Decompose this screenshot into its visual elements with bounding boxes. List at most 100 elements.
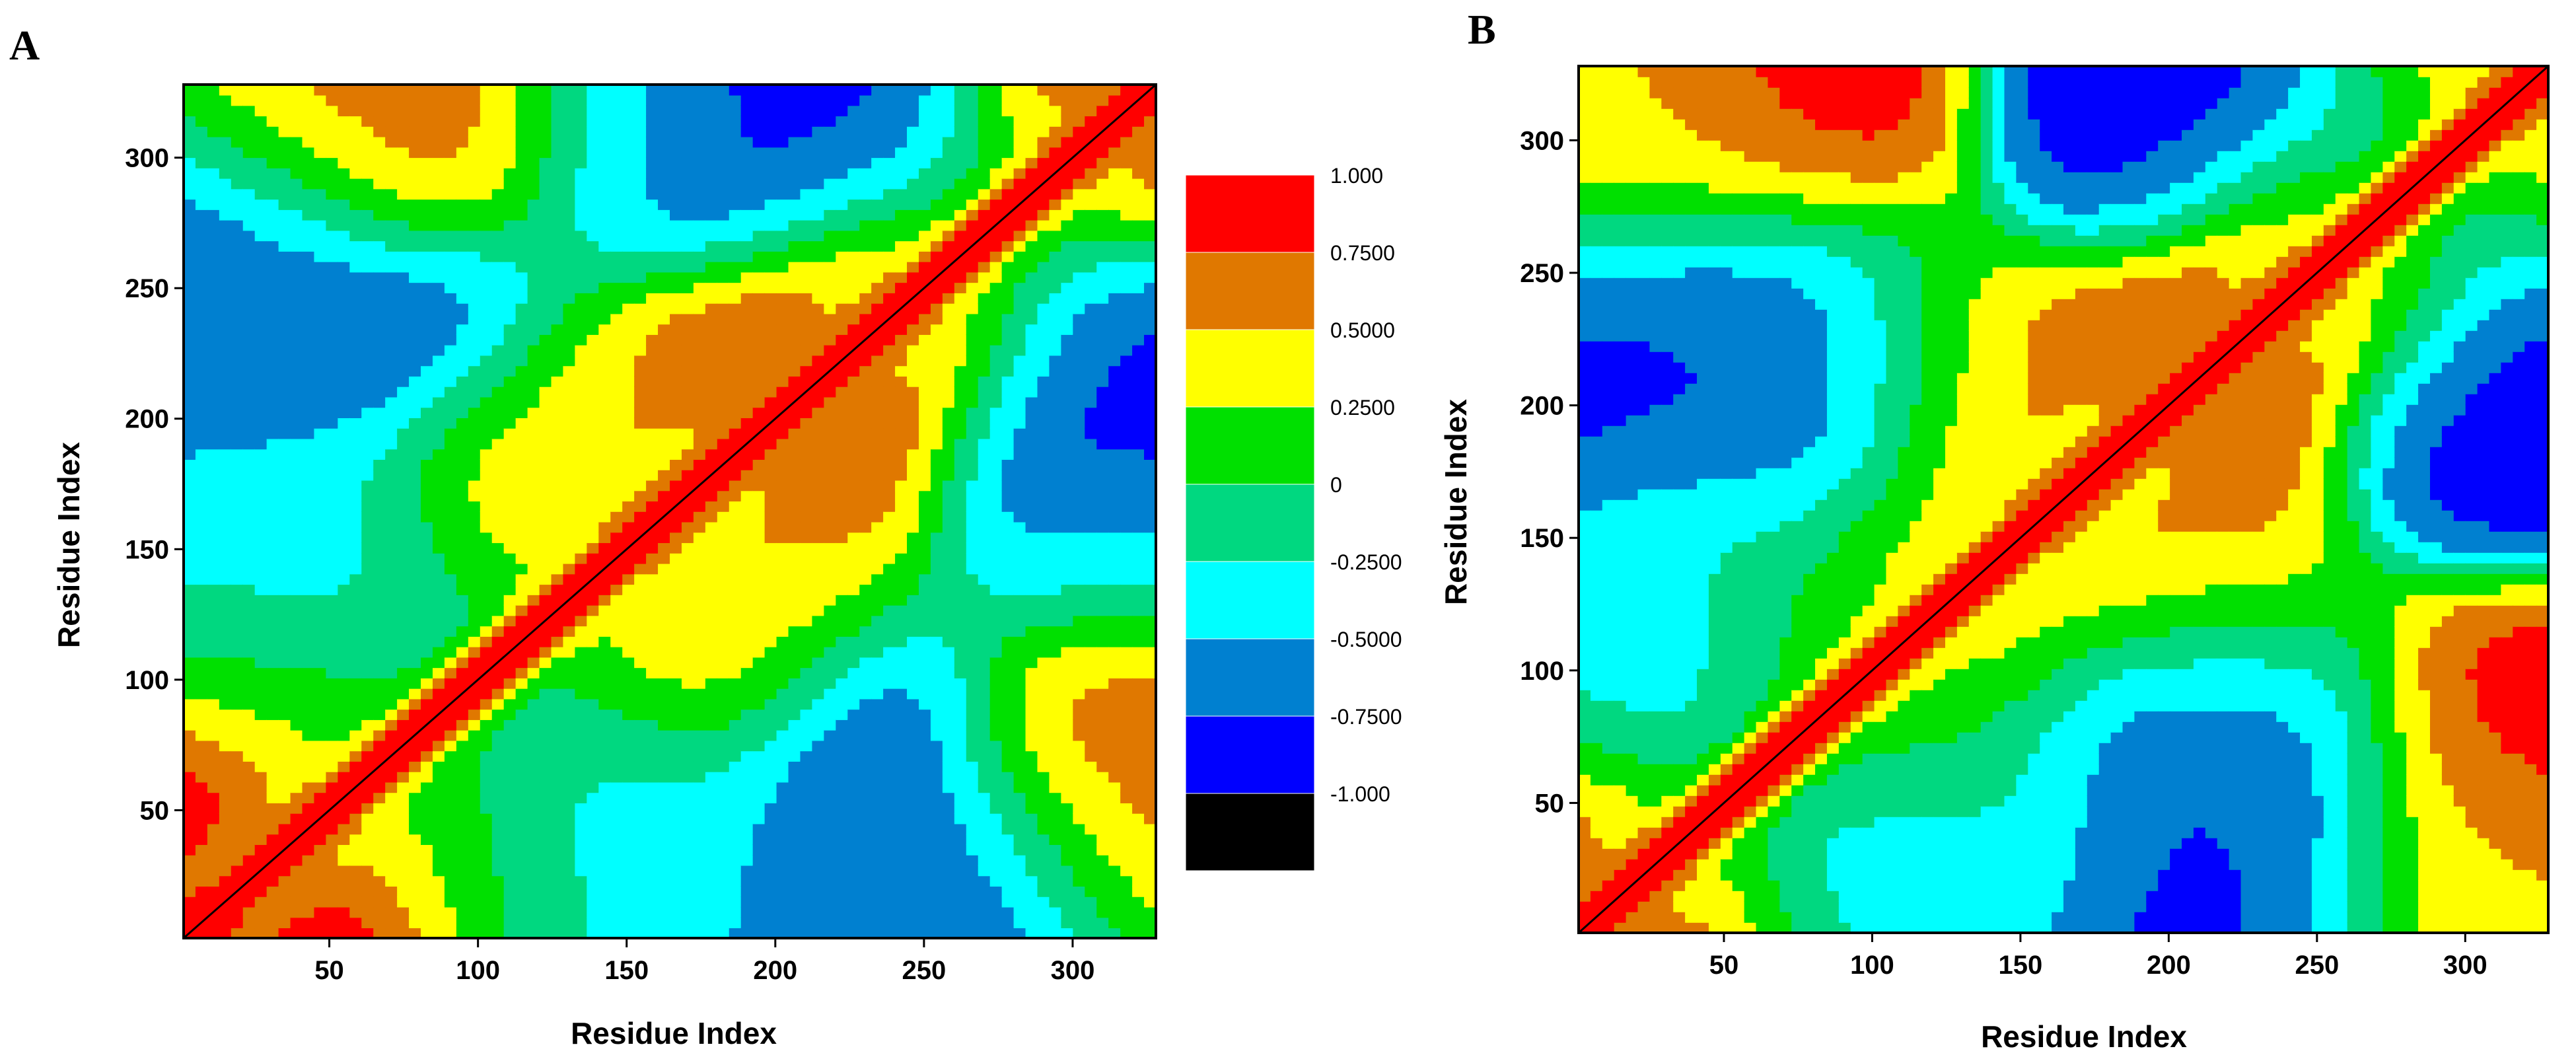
heatmap-cell <box>895 584 908 595</box>
heatmap-cell <box>670 126 682 137</box>
heatmap-cell <box>824 854 837 866</box>
heatmap-cell <box>421 803 433 814</box>
heatmap-cell <box>634 178 647 190</box>
heatmap-cell <box>895 376 908 387</box>
heatmap-cell <box>219 344 232 356</box>
heatmap-cell <box>338 178 351 190</box>
heatmap-cell <box>752 761 766 772</box>
heatmap-cell <box>491 813 505 824</box>
heatmap-cell <box>219 157 232 168</box>
heatmap-cell <box>895 761 908 772</box>
heatmap-cell <box>729 85 742 96</box>
heatmap-cell <box>587 449 600 460</box>
heatmap-cell <box>859 844 872 856</box>
heatmap-cell <box>776 438 789 450</box>
heatmap-cell <box>266 355 279 367</box>
heatmap-cell <box>421 761 433 772</box>
heatmap-cell <box>587 563 600 575</box>
heatmap-cell <box>397 636 410 647</box>
heatmap-cell <box>266 834 279 845</box>
heatmap-cell <box>503 282 517 293</box>
heatmap-cell <box>290 792 303 803</box>
heatmap-cell <box>705 771 718 783</box>
heatmap-cell <box>824 199 837 210</box>
heatmap-cell <box>491 698 505 710</box>
heatmap-cell <box>752 636 766 647</box>
heatmap-cell <box>681 782 694 793</box>
heatmap-cell <box>373 709 386 720</box>
heatmap-cell <box>587 604 600 616</box>
heatmap-cell <box>563 521 576 533</box>
heatmap-cell <box>646 282 659 293</box>
heatmap-cell <box>373 490 386 502</box>
heatmap-cell <box>373 771 386 783</box>
heatmap-cell <box>456 698 469 710</box>
heatmap-cell <box>883 542 896 554</box>
heatmap-cell <box>207 438 220 450</box>
heatmap-cell <box>847 595 861 606</box>
heatmap-cell <box>871 511 884 523</box>
heatmap-cell <box>598 168 612 179</box>
heatmap-cell <box>670 678 682 689</box>
heatmap-cell <box>788 459 801 470</box>
heatmap-cell <box>598 865 612 877</box>
heatmap-cell <box>314 626 327 637</box>
heatmap-cell <box>480 584 493 595</box>
heatmap-cell <box>847 261 861 273</box>
heatmap-cell <box>693 750 706 762</box>
heatmap-cell <box>729 803 742 814</box>
heatmap-cell <box>610 896 623 908</box>
heatmap-cell <box>670 584 682 595</box>
heatmap-cell <box>681 678 694 689</box>
heatmap-cell <box>480 490 493 502</box>
heatmap-cell <box>195 854 208 866</box>
heatmap-cell <box>421 729 433 741</box>
heatmap-cell <box>266 438 279 450</box>
heatmap-cell <box>824 418 837 429</box>
heatmap-cell <box>800 344 813 356</box>
heatmap-cell <box>184 646 196 658</box>
heatmap-cell <box>812 438 825 450</box>
heatmap-cell <box>824 917 837 929</box>
heatmap-cell <box>444 688 457 700</box>
heatmap-cell <box>563 282 576 293</box>
heatmap-cell <box>859 678 872 689</box>
heatmap-cell <box>598 750 612 762</box>
heatmap-cell <box>527 147 540 159</box>
heatmap-cell <box>254 240 268 252</box>
heatmap-cell <box>634 261 647 273</box>
heatmap-cell <box>740 553 754 564</box>
heatmap-cell <box>693 116 706 127</box>
heatmap-cell <box>575 240 588 252</box>
heatmap-cell <box>539 657 552 669</box>
heatmap-cell <box>551 906 564 918</box>
heatmap-cell <box>824 469 837 481</box>
heatmap-cell <box>883 615 896 627</box>
heatmap-cell <box>752 147 766 159</box>
heatmap-cell <box>836 865 849 877</box>
heatmap-cell <box>575 282 588 293</box>
heatmap-cell <box>729 761 742 772</box>
heatmap-cell <box>788 293 801 304</box>
heatmap-cell <box>587 782 600 793</box>
heatmap-cell <box>824 293 837 304</box>
heatmap-cell <box>812 896 825 908</box>
heatmap-cell <box>646 459 659 470</box>
heatmap-cell <box>503 94 517 106</box>
heatmap-cell <box>622 199 635 210</box>
heatmap-cell <box>800 230 813 242</box>
heatmap-cell <box>705 427 718 439</box>
heatmap-cell <box>836 719 849 731</box>
heatmap-cell <box>717 282 730 293</box>
heatmap-cell <box>646 126 659 137</box>
heatmap-cell <box>302 386 315 398</box>
heatmap-cell <box>740 344 754 356</box>
heatmap-cell <box>646 480 659 492</box>
heatmap-cell <box>670 157 682 168</box>
heatmap-cell <box>622 917 635 929</box>
heatmap-cell <box>195 740 208 752</box>
heatmap-cell <box>824 896 837 908</box>
heatmap-cell <box>349 396 363 408</box>
heatmap-cell <box>764 688 777 700</box>
heatmap-cell <box>847 875 861 887</box>
